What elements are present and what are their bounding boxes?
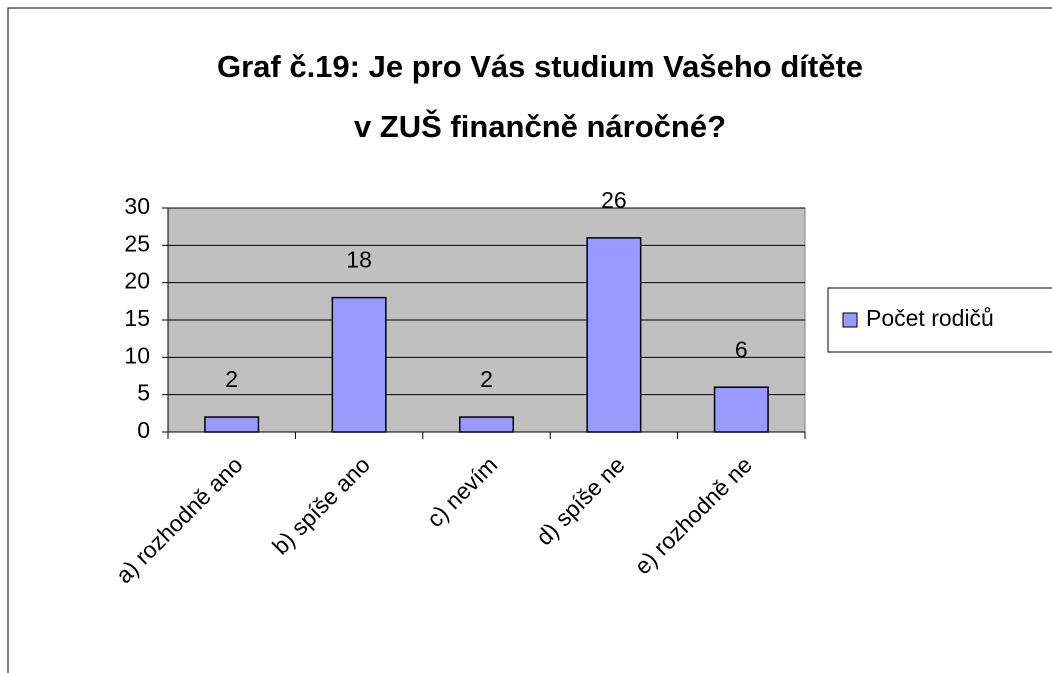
y-tick-label: 5	[137, 380, 150, 406]
y-tick-label: 15	[124, 305, 150, 331]
y-tick-label: 0	[137, 417, 150, 443]
bar	[713, 386, 769, 433]
y-tick-label: 25	[124, 230, 150, 256]
bar	[331, 296, 387, 433]
chart-title: v ZUŠ finančně náročné?	[354, 108, 726, 144]
legend-box	[827, 287, 1052, 353]
y-tick-label: 20	[124, 268, 150, 294]
y-tick-label: 30	[124, 193, 150, 219]
bar	[586, 237, 642, 433]
y-tick-label: 10	[124, 342, 150, 368]
legend-label: Počet rodičů	[866, 305, 994, 331]
data-label: 2	[480, 366, 493, 392]
data-label: 18	[346, 247, 372, 273]
bar	[458, 416, 515, 433]
bar	[204, 416, 260, 433]
data-label: 6	[735, 336, 748, 362]
data-label: 26	[601, 187, 627, 213]
chart-title: Graf č.19: Je pro Vás studium Vašeho dít…	[217, 49, 863, 84]
data-label: 2	[225, 366, 238, 392]
legend-swatch	[842, 312, 858, 328]
